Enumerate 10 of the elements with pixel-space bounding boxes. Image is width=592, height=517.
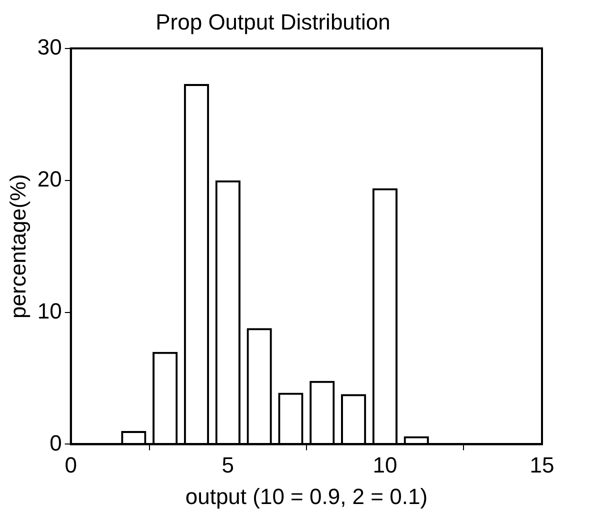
- y-axis-title: percentage(%): [5, 174, 30, 318]
- x-axis-title: output (10 = 0.9, 2 = 0.1): [185, 484, 428, 509]
- y-tick-label: 10: [37, 298, 62, 324]
- y-tick-label: 0: [50, 430, 62, 456]
- y-tick-label: 20: [37, 166, 62, 192]
- y-tick-label: 30: [37, 34, 62, 60]
- x-tick-label: 10: [372, 452, 398, 478]
- x-tick-label: 5: [222, 452, 234, 478]
- x-tick-label: 15: [530, 452, 554, 478]
- chart-title: Prop Output Distribution: [156, 9, 390, 34]
